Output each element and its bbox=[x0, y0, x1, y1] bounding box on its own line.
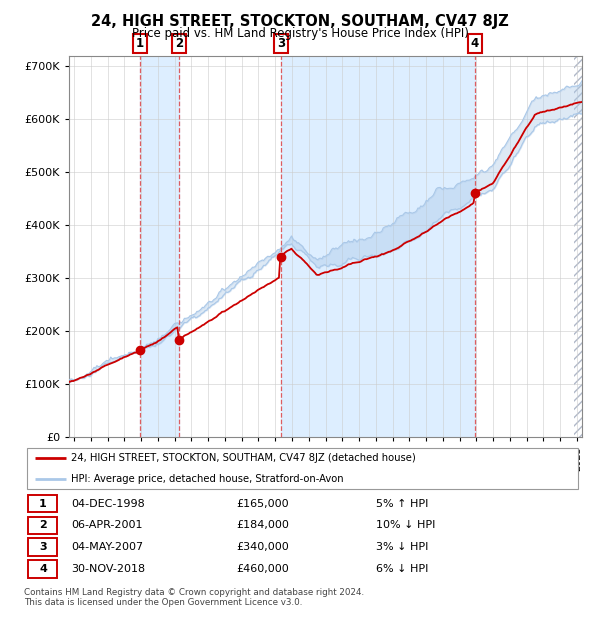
FancyBboxPatch shape bbox=[28, 516, 58, 534]
FancyBboxPatch shape bbox=[28, 495, 58, 512]
Bar bbox=[140, 56, 179, 437]
Text: 2: 2 bbox=[175, 37, 183, 50]
Text: £184,000: £184,000 bbox=[236, 520, 289, 531]
Text: 1: 1 bbox=[39, 498, 47, 509]
Text: 04-DEC-1998: 04-DEC-1998 bbox=[71, 498, 145, 509]
Text: Contains HM Land Registry data © Crown copyright and database right 2024.
This d: Contains HM Land Registry data © Crown c… bbox=[24, 588, 364, 607]
FancyBboxPatch shape bbox=[27, 448, 578, 489]
Text: 24, HIGH STREET, STOCKTON, SOUTHAM, CV47 8JZ: 24, HIGH STREET, STOCKTON, SOUTHAM, CV47… bbox=[91, 14, 509, 29]
Text: 24, HIGH STREET, STOCKTON, SOUTHAM, CV47 8JZ (detached house): 24, HIGH STREET, STOCKTON, SOUTHAM, CV47… bbox=[71, 453, 416, 463]
Text: £460,000: £460,000 bbox=[236, 564, 289, 574]
Bar bbox=[574, 56, 582, 437]
Text: 3: 3 bbox=[39, 542, 47, 552]
Text: 1: 1 bbox=[136, 37, 144, 50]
Text: 4: 4 bbox=[471, 37, 479, 50]
Text: 4: 4 bbox=[39, 564, 47, 574]
Text: £340,000: £340,000 bbox=[236, 542, 289, 552]
FancyBboxPatch shape bbox=[28, 538, 58, 556]
Text: 3: 3 bbox=[277, 37, 285, 50]
Text: £165,000: £165,000 bbox=[236, 498, 289, 509]
Text: 3% ↓ HPI: 3% ↓ HPI bbox=[376, 542, 428, 552]
Text: 5% ↑ HPI: 5% ↑ HPI bbox=[376, 498, 428, 509]
Text: 06-APR-2001: 06-APR-2001 bbox=[71, 520, 143, 531]
Text: Price paid vs. HM Land Registry's House Price Index (HPI): Price paid vs. HM Land Registry's House … bbox=[131, 27, 469, 40]
FancyBboxPatch shape bbox=[28, 560, 58, 578]
Text: 2: 2 bbox=[39, 520, 47, 531]
Text: HPI: Average price, detached house, Stratford-on-Avon: HPI: Average price, detached house, Stra… bbox=[71, 474, 344, 484]
Bar bbox=[281, 56, 475, 437]
Text: 6% ↓ HPI: 6% ↓ HPI bbox=[376, 564, 428, 574]
Text: 04-MAY-2007: 04-MAY-2007 bbox=[71, 542, 143, 552]
Text: 30-NOV-2018: 30-NOV-2018 bbox=[71, 564, 146, 574]
Text: 10% ↓ HPI: 10% ↓ HPI bbox=[376, 520, 435, 531]
